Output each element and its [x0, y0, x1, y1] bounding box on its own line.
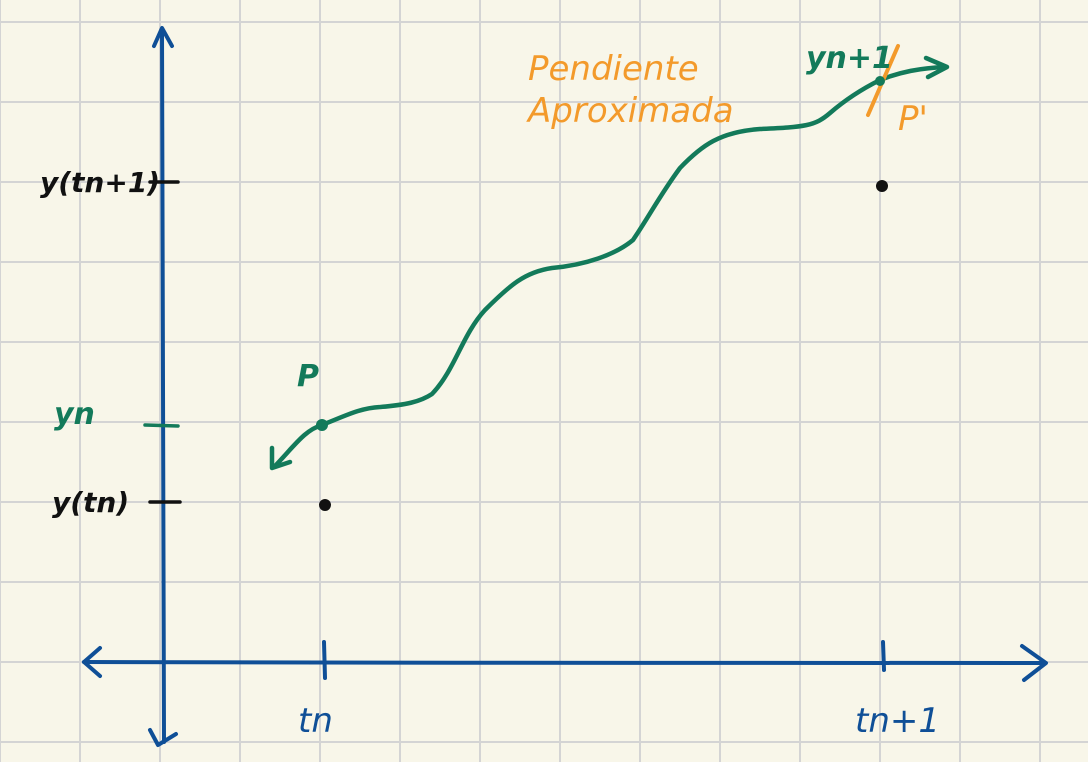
- point-p-prime: [875, 76, 885, 86]
- tick-tn1: [881, 640, 886, 672]
- label-p-prime: P': [898, 99, 928, 139]
- point-p: [316, 419, 328, 431]
- x-axis-arrow-left: [82, 646, 102, 678]
- curve-arrow-left: [269, 445, 293, 471]
- solution-curve: [272, 64, 949, 469]
- point-exact-tn1: [876, 180, 888, 192]
- label-t-n1: tn+1: [855, 701, 940, 741]
- tick-y-n: [143, 423, 180, 428]
- x-axis-arrow-right: [1020, 644, 1048, 682]
- label-aproximada: Aproximada: [526, 91, 734, 131]
- label-p: P: [297, 359, 319, 394]
- label-y-n: yn: [54, 397, 95, 432]
- label-y-tn1: y(tn+1): [40, 166, 160, 199]
- label-pendiente: Pendiente: [528, 49, 699, 89]
- axes: [82, 26, 1048, 747]
- label-y-n1: yn+1: [806, 41, 893, 76]
- label-y-tn: y(tn): [52, 486, 129, 519]
- y-axis: [160, 30, 166, 744]
- x-axis: [82, 660, 1047, 665]
- curve-arrow-right: [923, 55, 950, 80]
- y-axis-arrow-bottom: [148, 728, 178, 747]
- y-ticks: [143, 180, 182, 504]
- y-axis-arrow-top: [152, 26, 174, 48]
- point-exact-tn: [319, 499, 331, 511]
- solution-curve-group: [269, 55, 950, 471]
- label-t-n: tn: [298, 701, 333, 741]
- tick-tn: [322, 640, 327, 680]
